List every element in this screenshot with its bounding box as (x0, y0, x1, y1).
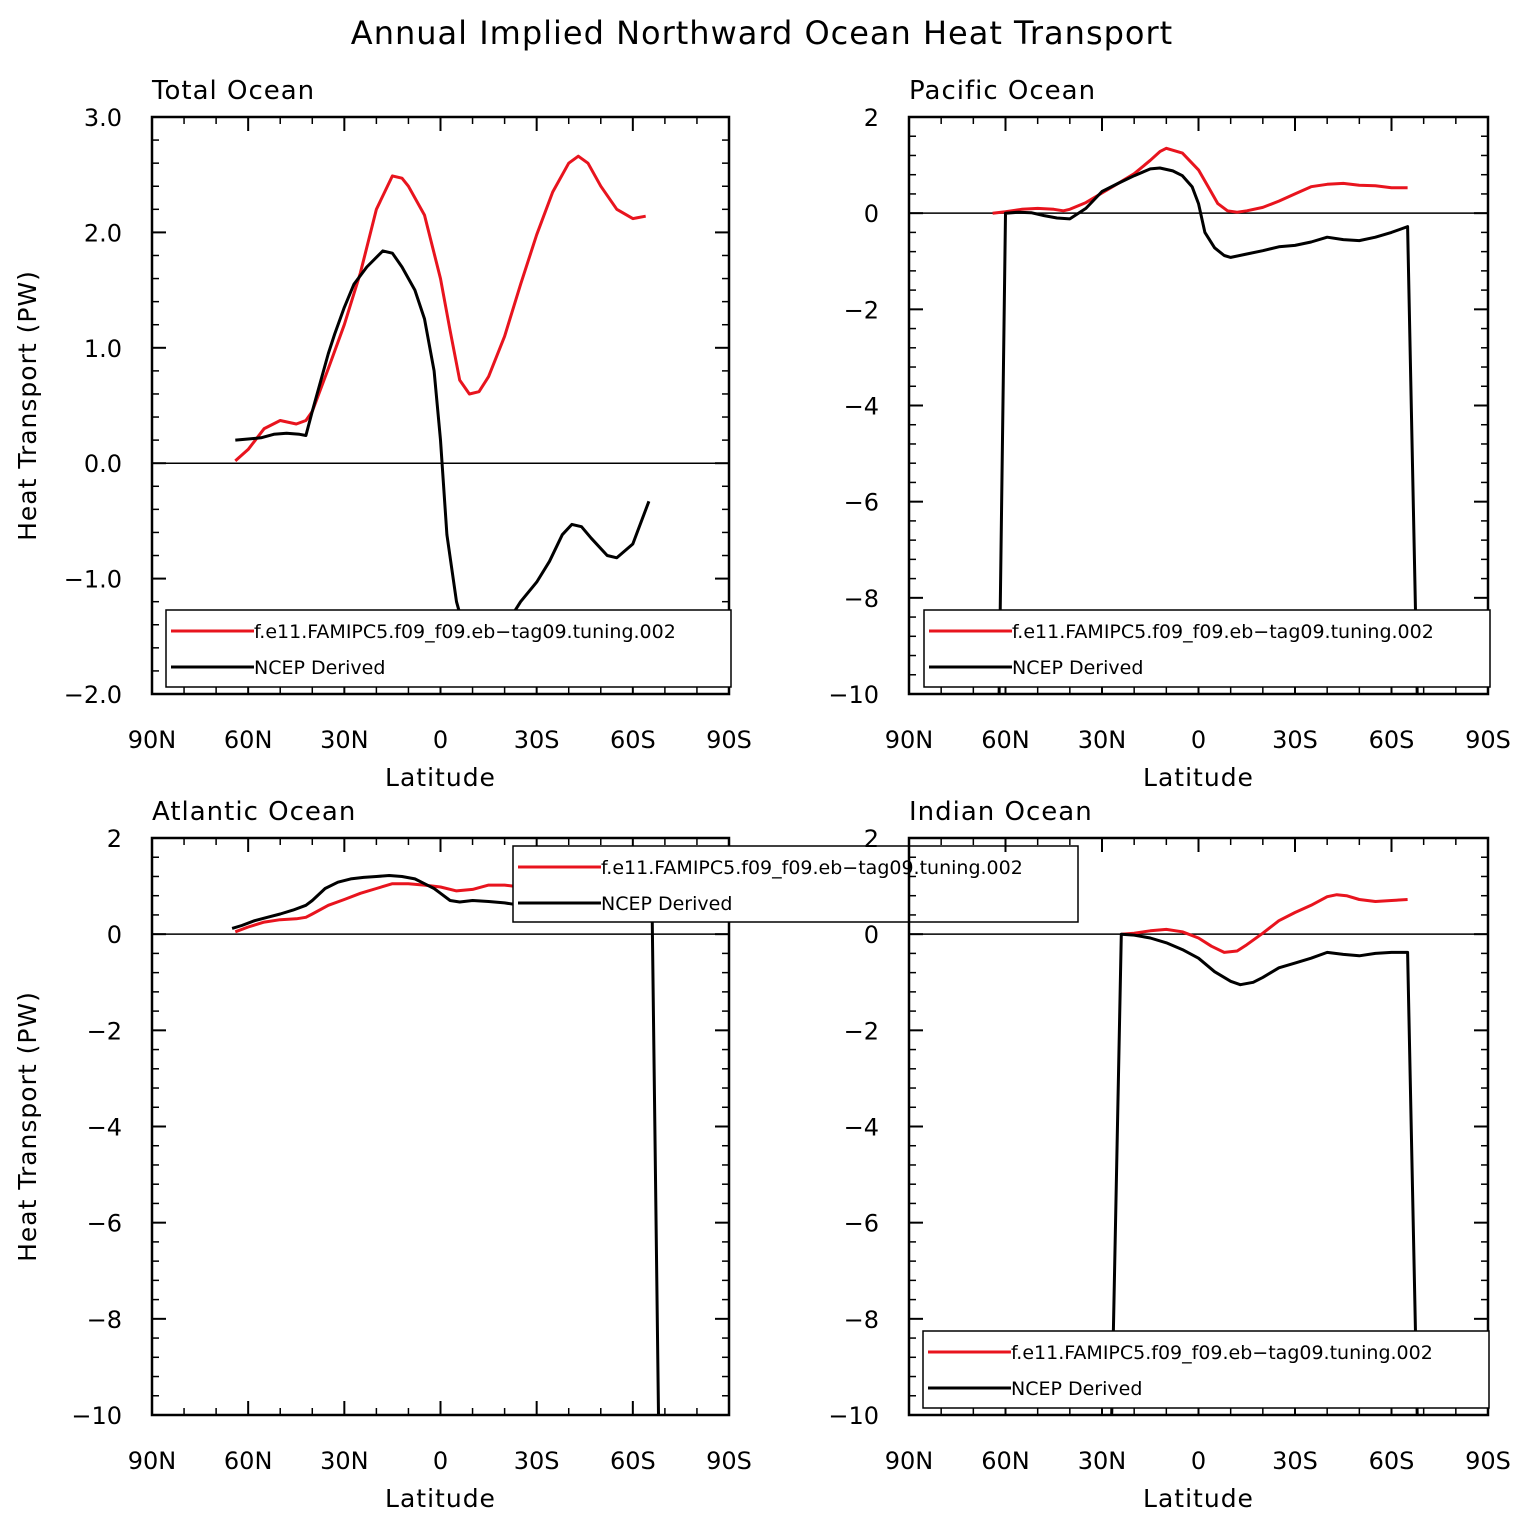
legend-entry: NCEP Derived (1012, 657, 1143, 679)
x-tick-label: 30N (1078, 726, 1127, 754)
x-tick-label: 30N (320, 726, 369, 754)
y-tick-label: 0.0 (84, 450, 122, 478)
x-tick-label: 60N (981, 1447, 1030, 1475)
legend-entry: f.e11.FAMIPC5.f09_f09.eb−tag09.tuning.00… (601, 857, 1023, 879)
panel-0: Total Ocean −2.0 −1.0 0.0 1.0 2.0 3.0 90N 60N 30N… (13, 76, 752, 792)
series-line-model (1121, 893, 1408, 954)
figure-title: Annual Implied Northward Ocean Heat Tran… (351, 14, 1173, 52)
legend-entry: NCEP Derived (601, 893, 732, 915)
panel-title: Pacific Ocean (909, 76, 1096, 106)
x-tick-label: 90S (1465, 726, 1511, 754)
y-tick-label: 3.0 (84, 104, 122, 132)
series-line-ncep (235, 249, 651, 659)
legend-box (923, 609, 1491, 688)
x-axis-label: Latitude (1143, 1484, 1254, 1513)
y-tick-label: 2.0 (84, 219, 122, 247)
y-tick-label: −8 (844, 1306, 879, 1334)
y-tick-label: −4 (844, 393, 879, 421)
y-tick-label: −10 (828, 681, 879, 709)
y-tick-label: −4 (844, 1114, 879, 1142)
legend-entry: NCEP Derived (1011, 1378, 1142, 1400)
y-tick-label: −2 (844, 296, 879, 324)
x-tick-label: 0 (1191, 1447, 1206, 1475)
y-tick-label: −2 (87, 1017, 122, 1045)
series-line-model (234, 154, 646, 463)
y-tick-label: −6 (87, 1210, 122, 1238)
legend-entry: f.e11.FAMIPC5.f09_f09.eb−tag09.tuning.00… (1012, 621, 1434, 643)
legend-entry: NCEP Derived (254, 657, 385, 679)
x-tick-label: 60S (1369, 1447, 1415, 1475)
x-tick-label: 30S (514, 726, 560, 754)
x-axis-label: Latitude (1143, 763, 1254, 792)
x-tick-label: 30N (1078, 1447, 1127, 1475)
plot-frame (150, 836, 731, 1417)
legend-entry: f.e11.FAMIPC5.f09_f09.eb−tag09.tuning.00… (254, 621, 676, 643)
y-tick-label: −10 (71, 1402, 122, 1430)
plot-frame (150, 115, 731, 696)
x-tick-label: 60N (981, 726, 1030, 754)
series-line-model (992, 146, 1408, 215)
y-tick-label: −2.0 (64, 681, 122, 709)
series-line-ncep (1110, 932, 1419, 1415)
x-tick-label: 60S (610, 726, 656, 754)
legend: f.e11.FAMIPC5.f09_f09.eb−tag09.tuning.00… (512, 845, 1079, 923)
x-tick-label: 30S (514, 1447, 560, 1475)
x-axis-label: Latitude (385, 763, 496, 792)
x-axis-label: Latitude (385, 1484, 496, 1513)
plot-frame (907, 115, 1490, 696)
x-tick-label: 90N (128, 726, 177, 754)
panel-title: Atlantic Ocean (152, 797, 356, 827)
x-tick-label: 60N (224, 726, 273, 754)
y-tick-label: 0 (864, 921, 879, 949)
x-tick-label: 30N (320, 1447, 369, 1475)
y-tick-label: −6 (844, 1210, 879, 1238)
panel-1: Pacific Ocean −10 −8 −6 −4 −2 0 2 90N 60N 30N 0 30S 6… (828, 76, 1511, 792)
y-tick-label: 1.0 (84, 335, 122, 363)
x-tick-label: 90N (885, 726, 934, 754)
x-tick-label: 90S (706, 726, 752, 754)
y-tick-label: −6 (844, 489, 879, 517)
x-tick-label: 60N (224, 1447, 273, 1475)
y-tick-label: 0 (864, 200, 879, 228)
legend-box (165, 609, 732, 688)
x-tick-label: 90S (1465, 1447, 1511, 1475)
y-tick-label: 2 (107, 825, 122, 853)
x-tick-label: 60S (1369, 726, 1415, 754)
plot-frame (907, 836, 1490, 1417)
x-tick-label: 0 (1191, 726, 1206, 754)
y-tick-label: 2 (864, 104, 879, 132)
x-tick-label: 60S (610, 1447, 656, 1475)
x-tick-label: 90N (128, 1447, 177, 1475)
x-tick-label: 0 (433, 1447, 448, 1475)
y-tick-label: 0 (107, 921, 122, 949)
legend: f.e11.FAMIPC5.f09_f09.eb−tag09.tuning.00… (922, 1330, 1490, 1409)
x-tick-label: 30S (1272, 726, 1318, 754)
x-tick-label: 30S (1272, 1447, 1318, 1475)
series-line-ncep (997, 166, 1419, 694)
y-tick-label: −2 (844, 1017, 879, 1045)
legend: f.e11.FAMIPC5.f09_f09.eb−tag09.tuning.00… (165, 609, 732, 688)
x-tick-label: 90S (706, 1447, 752, 1475)
y-tick-label: 2 (864, 825, 879, 853)
y-tick-label: −1.0 (64, 566, 122, 594)
panel-2: Atlantic Ocean −10 −8 −6 −4 −2 0 2 90N 60N 30N 0 30S… (13, 797, 1079, 1513)
y-tick-label: −8 (87, 1306, 122, 1334)
panel-3: Indian Ocean −10 −8 −6 −4 −2 0 2 90N 60N 30N 0 30S 60… (828, 797, 1511, 1513)
legend-box (512, 845, 1079, 923)
x-tick-label: 0 (433, 726, 448, 754)
y-axis-label: Heat Transport (PW) (13, 270, 42, 541)
y-tick-label: −4 (87, 1114, 122, 1142)
x-tick-label: 90N (885, 1447, 934, 1475)
panel-title: Indian Ocean (909, 797, 1093, 827)
y-tick-label: −8 (844, 585, 879, 613)
y-tick-label: −10 (828, 1402, 879, 1430)
y-axis-label: Heat Transport (PW) (13, 991, 42, 1262)
legend-box (922, 1330, 1490, 1409)
panel-title: Total Ocean (151, 76, 315, 106)
legend-entry: f.e11.FAMIPC5.f09_f09.eb−tag09.tuning.00… (1011, 1342, 1433, 1364)
legend: f.e11.FAMIPC5.f09_f09.eb−tag09.tuning.00… (923, 609, 1491, 688)
series-line-ncep (231, 874, 660, 1415)
